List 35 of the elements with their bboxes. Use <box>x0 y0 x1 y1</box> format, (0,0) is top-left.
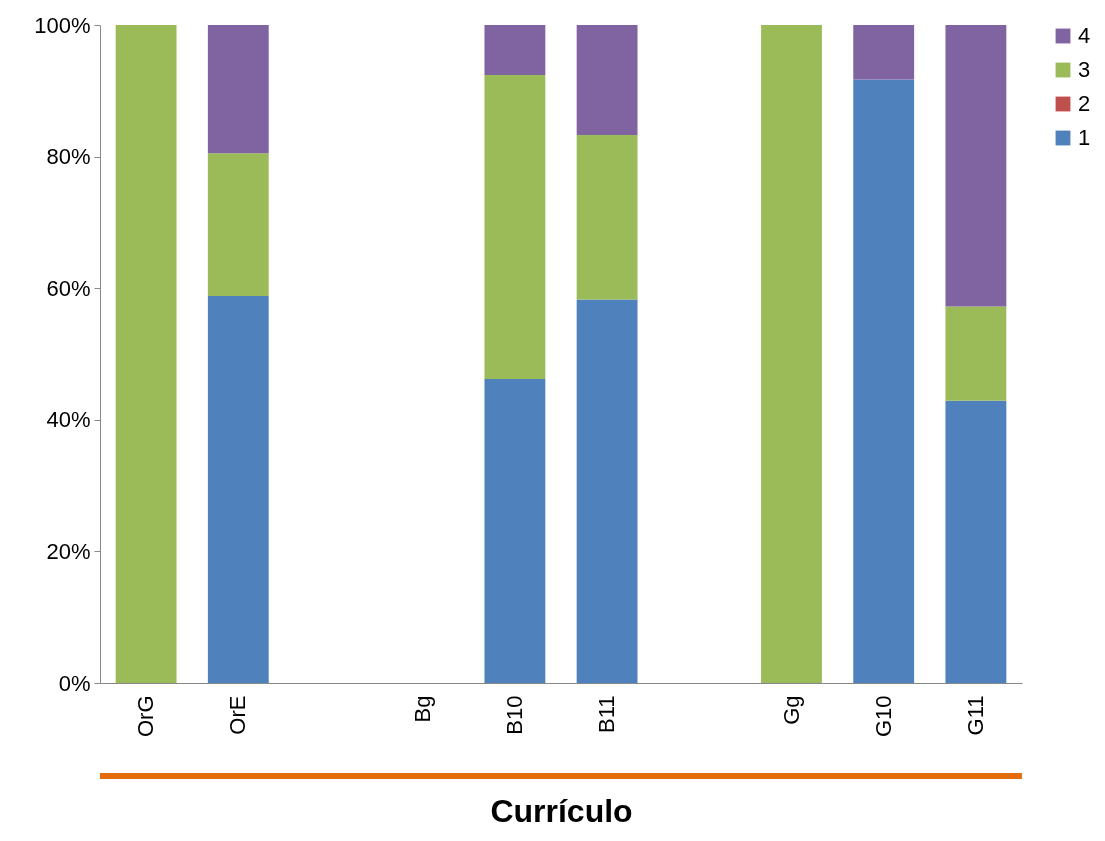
legend-label: 3 <box>1078 57 1091 82</box>
bar <box>945 306 1007 401</box>
x-tick-label: OrG <box>133 695 159 738</box>
bar <box>761 25 822 683</box>
legend-label: 2 <box>1078 91 1091 116</box>
bar <box>115 25 177 683</box>
bar <box>945 25 1007 307</box>
bar <box>207 296 269 683</box>
x-tick-label: G11 <box>962 695 988 736</box>
y-tick-label: 40% <box>46 407 91 433</box>
bar <box>853 79 915 683</box>
y-tick-label: 100% <box>34 12 91 38</box>
y-tick-label: 0% <box>58 670 91 696</box>
x-axis-title: Currículo <box>490 793 633 830</box>
bar <box>576 134 638 300</box>
bar <box>207 153 269 297</box>
legend-label: 4 <box>1078 23 1091 48</box>
bar <box>484 25 546 76</box>
x-tick-label: OrE <box>225 695 251 735</box>
x-tick-label: Gg <box>778 695 804 725</box>
bar <box>484 75 546 379</box>
y-tick-label: 60% <box>46 275 91 301</box>
bar <box>576 25 638 135</box>
bar <box>207 25 269 154</box>
legend-label: 1 <box>1078 125 1091 150</box>
y-tick-label: 20% <box>46 538 91 564</box>
x-tick-label: B11 <box>594 695 620 734</box>
x-tick-label: B10 <box>501 695 527 735</box>
x-tick-label: G10 <box>870 695 896 738</box>
x-tick-label: Bg <box>409 695 435 723</box>
bar <box>945 400 1007 683</box>
bar <box>853 25 915 80</box>
y-tick-label: 80% <box>46 144 91 170</box>
bar <box>484 379 546 683</box>
bar <box>576 299 638 683</box>
